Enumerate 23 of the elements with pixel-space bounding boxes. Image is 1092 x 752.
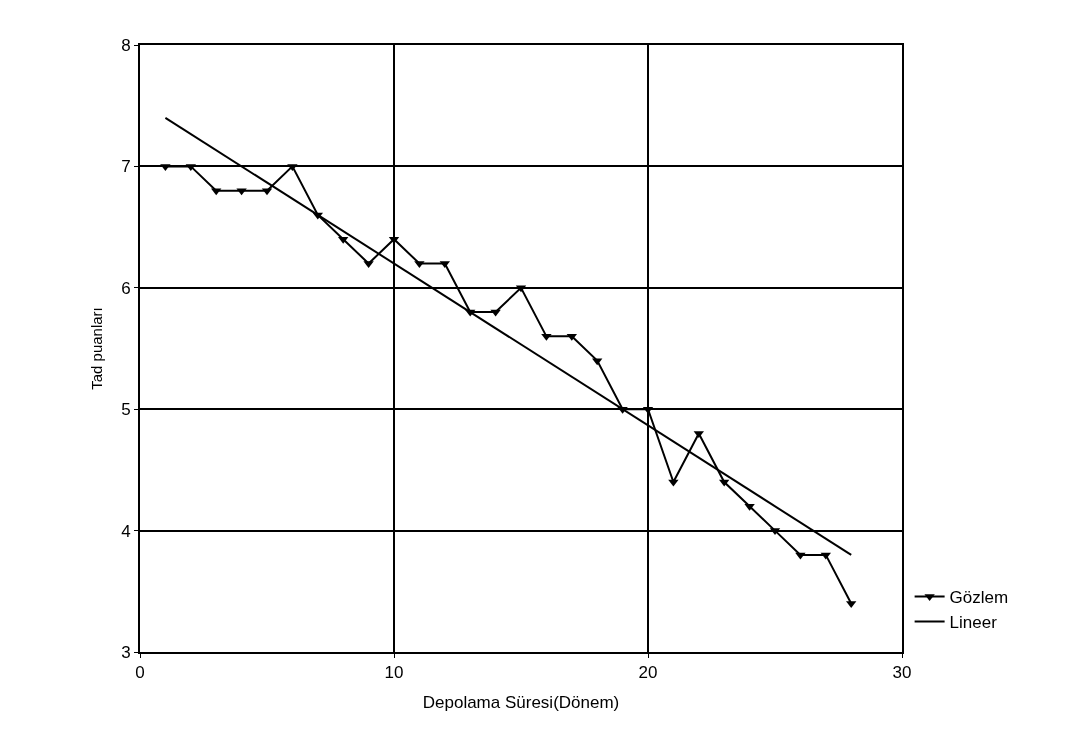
x-tick-label: 30: [892, 663, 912, 683]
point: [211, 188, 222, 196]
point: [363, 261, 374, 269]
x-tick-label: 20: [638, 663, 658, 683]
point: [719, 479, 730, 487]
y-tick-label: 4: [121, 521, 131, 541]
y-tick-label: 8: [121, 35, 131, 55]
point: [439, 261, 450, 269]
x-axis-title: Depolama Süresi(Dönem): [422, 693, 620, 713]
point: [490, 309, 501, 317]
y-tick-label: 3: [121, 642, 131, 662]
point: [338, 236, 349, 244]
legend-label: Lineer: [949, 613, 998, 633]
point: [414, 261, 425, 269]
y-tick-label: 6: [121, 278, 131, 298]
y-tick-label: 5: [121, 400, 131, 420]
y-axis-title: Tad puanları: [87, 307, 105, 390]
y-tick-label: 7: [121, 157, 131, 177]
legend-label: Gözlem: [949, 588, 1009, 608]
x-tick-label: 10: [384, 663, 404, 683]
point: [236, 188, 247, 196]
x-tick-label: 0: [135, 663, 145, 683]
point: [592, 358, 603, 366]
